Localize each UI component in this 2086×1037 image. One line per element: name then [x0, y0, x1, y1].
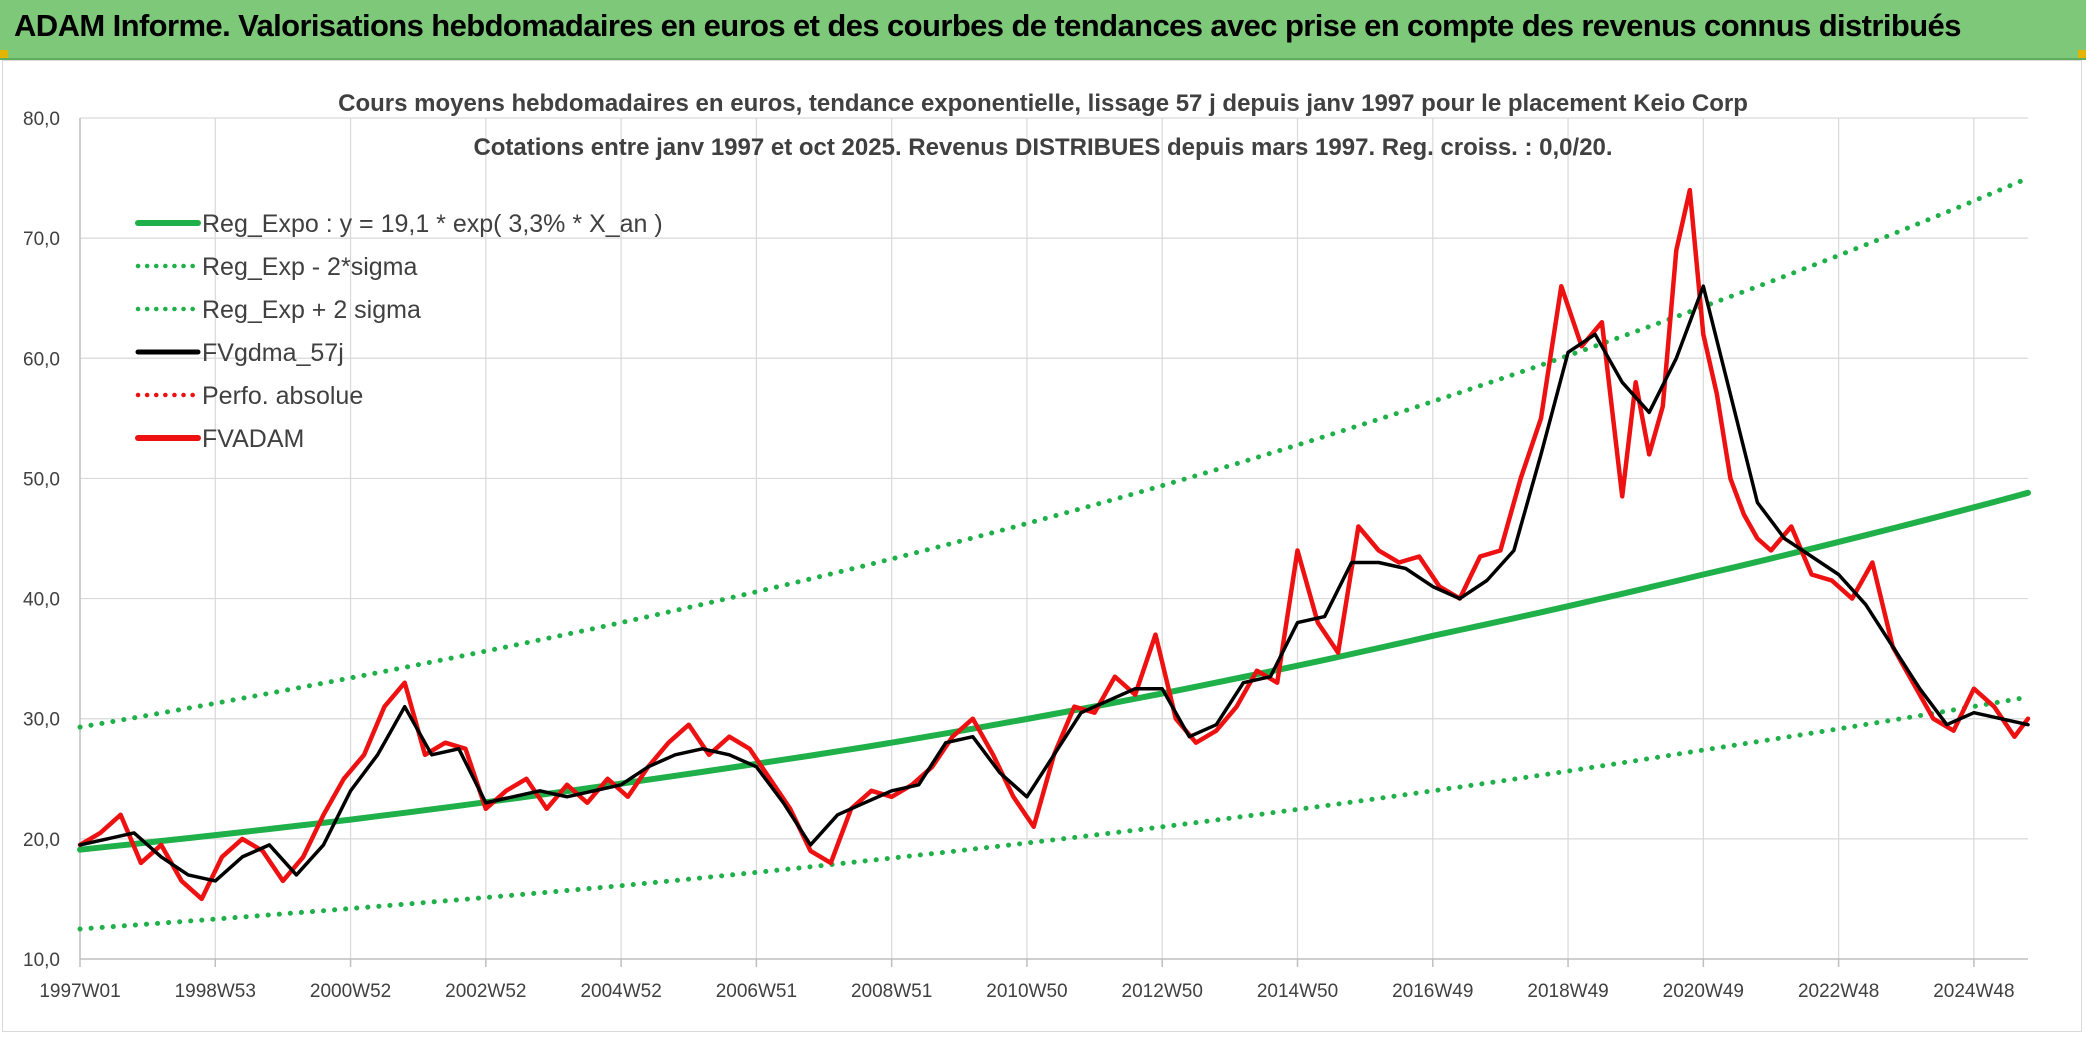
page-title: ADAM Informe. Valorisations hebdomadaire… [14, 8, 1961, 43]
y-tick-label: 60,0 [23, 349, 60, 370]
x-tick-label: 1998W53 [175, 981, 256, 1002]
x-tick-label: 2020W49 [1663, 981, 1744, 1002]
y-tick-label: 40,0 [23, 590, 60, 611]
legend: Reg_Expo : y = 19,1 * exp( 3,3% * X_an )… [135, 210, 663, 453]
x-tick-label: 2024W48 [1933, 981, 2014, 1002]
y-tick-label: 20,0 [23, 830, 60, 851]
series-line-reg-expo [77, 489, 2031, 853]
corner-marker-right [2078, 50, 2086, 58]
x-tick-label: 2000W52 [310, 981, 391, 1002]
axes: 10,0 20,0 30,0 40,0 50,0 60,0 70,0 80,0 1997W01 1… [23, 109, 2028, 1002]
chart-subtitle: Cotations entre janv 1997 et oct 2025. R… [473, 134, 1612, 161]
legend-label: FVADAM [202, 425, 304, 453]
y-tick-label: 80,0 [23, 109, 60, 130]
grid [80, 117, 2028, 959]
legend-label: Reg_Expo : y = 19,1 * exp( 3,3% * X_an ) [202, 210, 663, 238]
x-tick-label: 2022W48 [1798, 981, 1879, 1002]
y-tick-label: 30,0 [23, 710, 60, 731]
x-tick-label: 2012W50 [1122, 981, 1203, 1002]
y-tick-label: 10,0 [23, 950, 60, 971]
legend-label: FVgdma_57j [202, 339, 344, 367]
y-tick-label: 50,0 [23, 469, 60, 490]
y-tick-label: 70,0 [23, 229, 60, 250]
x-tick-label: 2010W50 [986, 981, 1067, 1002]
legend-label: Perfo. absolue [202, 382, 363, 410]
legend-label: Reg_Exp - 2*sigma [202, 253, 417, 281]
x-tick-label: 2014W50 [1257, 981, 1338, 1002]
x-tick-label: 2016W49 [1392, 981, 1473, 1002]
x-tick-label: 2004W52 [580, 981, 661, 1002]
series-line-reg-exp-2-sigma [77, 175, 2031, 730]
corner-marker-left [0, 50, 8, 58]
x-tick-label: 2006W51 [716, 981, 797, 1002]
legend-label: Reg_Exp + 2 sigma [202, 296, 421, 324]
series [77, 175, 2031, 932]
x-tick-label: 2018W49 [1527, 981, 1608, 1002]
x-tick-label: 2008W51 [851, 981, 932, 1002]
series-line-reg-exp-2-sigma [77, 694, 2031, 932]
series-line-fvgdma-57j [78, 284, 2030, 883]
x-tick-label: 1997W01 [39, 981, 120, 1002]
chart-frame [2, 60, 2082, 1032]
header-banner: ADAM Informe. Valorisations hebdomadaire… [0, 0, 2086, 60]
x-tick-label: 2002W52 [445, 981, 526, 1002]
chart-title: Cours moyens hebdomadaires en euros, ten… [338, 90, 1748, 117]
